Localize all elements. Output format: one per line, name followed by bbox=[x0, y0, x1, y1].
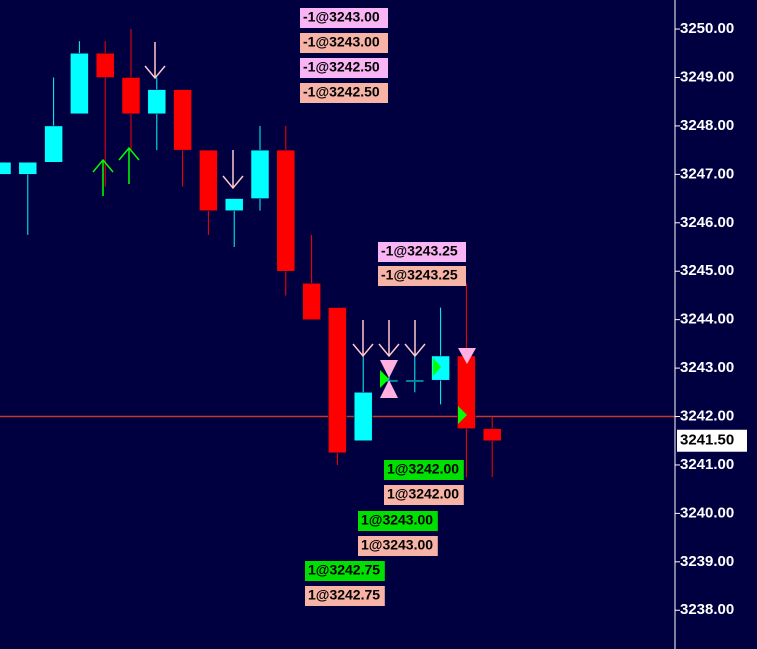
y-tick-label: 3238.00 bbox=[680, 601, 734, 618]
plot bbox=[0, 29, 675, 478]
trade-label: 1@3242.75 bbox=[308, 562, 380, 578]
candle-body bbox=[95, 53, 115, 78]
trade-label-bg bbox=[358, 536, 438, 556]
candle-body bbox=[199, 149, 218, 211]
y-tick-label: 3245.00 bbox=[680, 262, 734, 279]
y-tick-label: 3242.00 bbox=[680, 407, 734, 424]
candle-body bbox=[224, 198, 244, 211]
trade-label-bg bbox=[305, 561, 385, 581]
candle-body bbox=[70, 53, 89, 115]
trade-label-bg bbox=[300, 83, 388, 103]
candle-body bbox=[353, 392, 373, 441]
signal-markers bbox=[92, 42, 476, 424]
y-tick-label: 3247.00 bbox=[680, 165, 734, 182]
trade-labels: -1@3243.00 -1@3243.00 -1@3242.50 -1@3242.50… bbox=[300, 8, 466, 606]
y-tick-label: 3243.00 bbox=[680, 359, 734, 376]
candle-body bbox=[405, 379, 425, 382]
y-tick-label: 3241.00 bbox=[680, 456, 734, 473]
candle-body bbox=[18, 162, 38, 175]
last-price-tag bbox=[677, 429, 747, 452]
trade-label: 1@3243.00 bbox=[361, 512, 433, 528]
trade-label-bg bbox=[358, 511, 438, 531]
last-price-label: 3241.50 bbox=[680, 432, 734, 449]
y-tick-label: 3240.00 bbox=[680, 504, 734, 521]
trade-label: -1@3243.25 bbox=[381, 267, 458, 283]
trade-label-bg bbox=[384, 460, 464, 480]
trade-label-bg bbox=[300, 33, 388, 53]
candle-body bbox=[121, 77, 141, 115]
candle-body bbox=[482, 428, 502, 441]
y-tick-label: 3239.00 bbox=[680, 553, 734, 570]
candle-body bbox=[250, 149, 270, 199]
trade-label-bg bbox=[378, 242, 466, 262]
trade-label-bg bbox=[300, 8, 388, 28]
candle-body bbox=[173, 89, 192, 151]
trade-label: -1@3243.25 bbox=[381, 243, 458, 259]
trade-label-bg bbox=[384, 485, 464, 505]
y-tick-label: 3250.00 bbox=[680, 20, 734, 37]
trade-label-bg bbox=[305, 586, 385, 606]
trade-label-bg bbox=[378, 266, 466, 286]
candle-body bbox=[276, 149, 296, 272]
trade-label-bg bbox=[300, 58, 388, 78]
trade-label: 1@3242.00 bbox=[387, 486, 459, 502]
trade-label: -1@3242.50 bbox=[303, 59, 380, 75]
trade-label: 1@3242.75 bbox=[308, 587, 380, 603]
trade-label: 1@3242.00 bbox=[387, 461, 459, 477]
candle-body bbox=[328, 307, 347, 454]
y-tick-label: 3244.00 bbox=[680, 311, 734, 328]
candle-body bbox=[0, 162, 12, 175]
trade-label: -1@3243.00 bbox=[303, 34, 380, 50]
candle-body bbox=[44, 125, 63, 163]
y-tick-label: 3249.00 bbox=[680, 68, 734, 85]
candle-body bbox=[302, 283, 321, 320]
trade-label: -1@3242.50 bbox=[303, 84, 380, 100]
y-tick-label: 3246.00 bbox=[680, 214, 734, 231]
y-tick-label: 3248.00 bbox=[680, 117, 734, 134]
trade-label: 1@3243.00 bbox=[361, 537, 433, 553]
candle-body bbox=[147, 89, 167, 115]
trade-label: -1@3243.00 bbox=[303, 9, 380, 25]
